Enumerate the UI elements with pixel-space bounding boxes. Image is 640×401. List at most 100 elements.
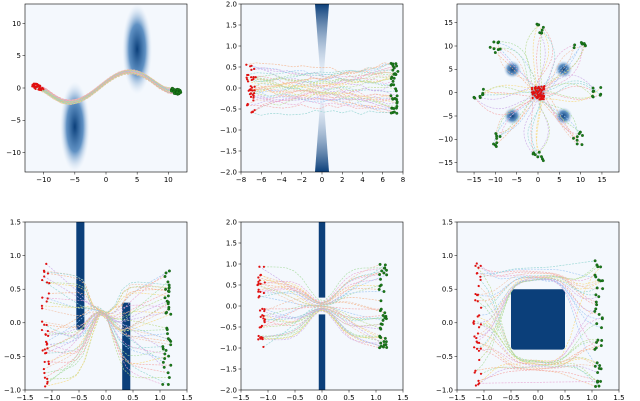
trajectory	[47, 312, 165, 359]
trajectory	[259, 308, 382, 347]
y-tick-label: 0.0	[442, 319, 453, 327]
start-point	[251, 110, 254, 113]
end-point	[171, 87, 175, 91]
end-point	[593, 364, 597, 368]
end-point	[591, 94, 594, 98]
end-point	[383, 336, 387, 340]
start-point	[260, 336, 263, 339]
end-point	[382, 271, 386, 275]
end-point	[383, 266, 387, 270]
start-point	[539, 97, 542, 100]
start-point	[478, 358, 481, 362]
end-point	[536, 155, 540, 159]
trajectory	[48, 288, 166, 315]
end-point	[488, 45, 492, 49]
x-tick-label: 10	[576, 176, 585, 184]
end-point	[495, 134, 499, 138]
trajectory	[541, 44, 575, 96]
end-point	[598, 93, 602, 97]
start-point	[38, 86, 41, 90]
end-point	[494, 132, 498, 136]
end-point	[594, 346, 598, 350]
end-point	[175, 90, 179, 94]
start-point	[40, 328, 44, 332]
trajectory	[45, 312, 163, 354]
end-point	[599, 86, 603, 89]
end-point	[572, 136, 575, 140]
trajectory	[254, 86, 396, 98]
x-tick-label: 5	[135, 176, 139, 184]
end-point	[168, 338, 172, 342]
trajectory	[47, 312, 170, 380]
trajectory	[264, 307, 387, 320]
end-point	[169, 343, 173, 347]
trajectory	[475, 345, 602, 372]
y-tick-label: 0.5	[442, 286, 453, 294]
x-tick-label: −1.5	[449, 394, 466, 401]
end-point	[166, 302, 170, 306]
start-point	[474, 384, 478, 387]
start-point	[46, 272, 50, 275]
trajectory	[481, 275, 596, 309]
start-point	[479, 347, 482, 350]
end-point	[164, 287, 168, 291]
start-point	[263, 308, 266, 311]
end-point	[385, 268, 388, 272]
end-point	[580, 143, 584, 147]
start-point	[257, 296, 260, 299]
y-tick-label: −1.5	[220, 147, 237, 155]
end-point	[391, 97, 394, 100]
end-point	[578, 130, 582, 134]
end-point	[575, 142, 579, 146]
y-tick-label: 10	[444, 42, 453, 50]
end-point	[594, 300, 598, 304]
trajectory	[39, 73, 177, 105]
start-point	[533, 94, 537, 97]
start-point	[40, 304, 44, 307]
trajectory	[254, 67, 395, 111]
x-tick-label: −1.5	[233, 394, 250, 401]
end-point	[494, 145, 498, 148]
trajectory	[474, 346, 601, 382]
end-point	[391, 63, 395, 67]
y-tick-label: 1.5	[226, 239, 237, 247]
end-point	[594, 384, 598, 388]
end-point	[384, 340, 388, 344]
trajectory	[247, 69, 393, 76]
x-tick-label: 2	[340, 176, 344, 184]
end-point	[595, 322, 599, 326]
start-point	[530, 86, 534, 89]
start-point	[262, 291, 265, 295]
panel-4: −1.5 −1.0 −0.5 0.0 0.5 1.0 1.5−1.0−0.50.00.51.…	[4, 218, 193, 401]
start-point	[258, 309, 262, 312]
trajectory	[254, 67, 394, 85]
start-point	[36, 85, 39, 88]
end-point	[389, 111, 393, 115]
end-point	[596, 265, 600, 269]
y-tick-label: −1.0	[4, 386, 21, 394]
end-point	[378, 273, 382, 277]
trajectory	[45, 276, 166, 336]
start-point	[43, 360, 46, 364]
trajectory	[478, 285, 600, 369]
start-point	[476, 300, 479, 303]
end-point	[382, 290, 386, 293]
end-point	[165, 310, 169, 314]
y-tick-label: 2.0	[226, 218, 237, 226]
end-point	[594, 275, 598, 279]
end-point	[596, 379, 600, 383]
end-point	[394, 73, 397, 76]
start-point	[41, 307, 44, 310]
end-point	[381, 318, 385, 322]
trajectory	[474, 97, 541, 116]
x-tick-label: −4	[276, 176, 287, 184]
x-tick-label: 0.5	[559, 394, 570, 401]
y-tick-label: 5	[449, 66, 453, 74]
trajectory	[542, 82, 595, 100]
end-point	[172, 90, 176, 94]
trajectory	[44, 271, 170, 314]
end-point	[582, 42, 586, 46]
end-point	[593, 309, 597, 313]
start-point	[537, 96, 540, 99]
x-tick-label: 1.5	[397, 394, 408, 401]
